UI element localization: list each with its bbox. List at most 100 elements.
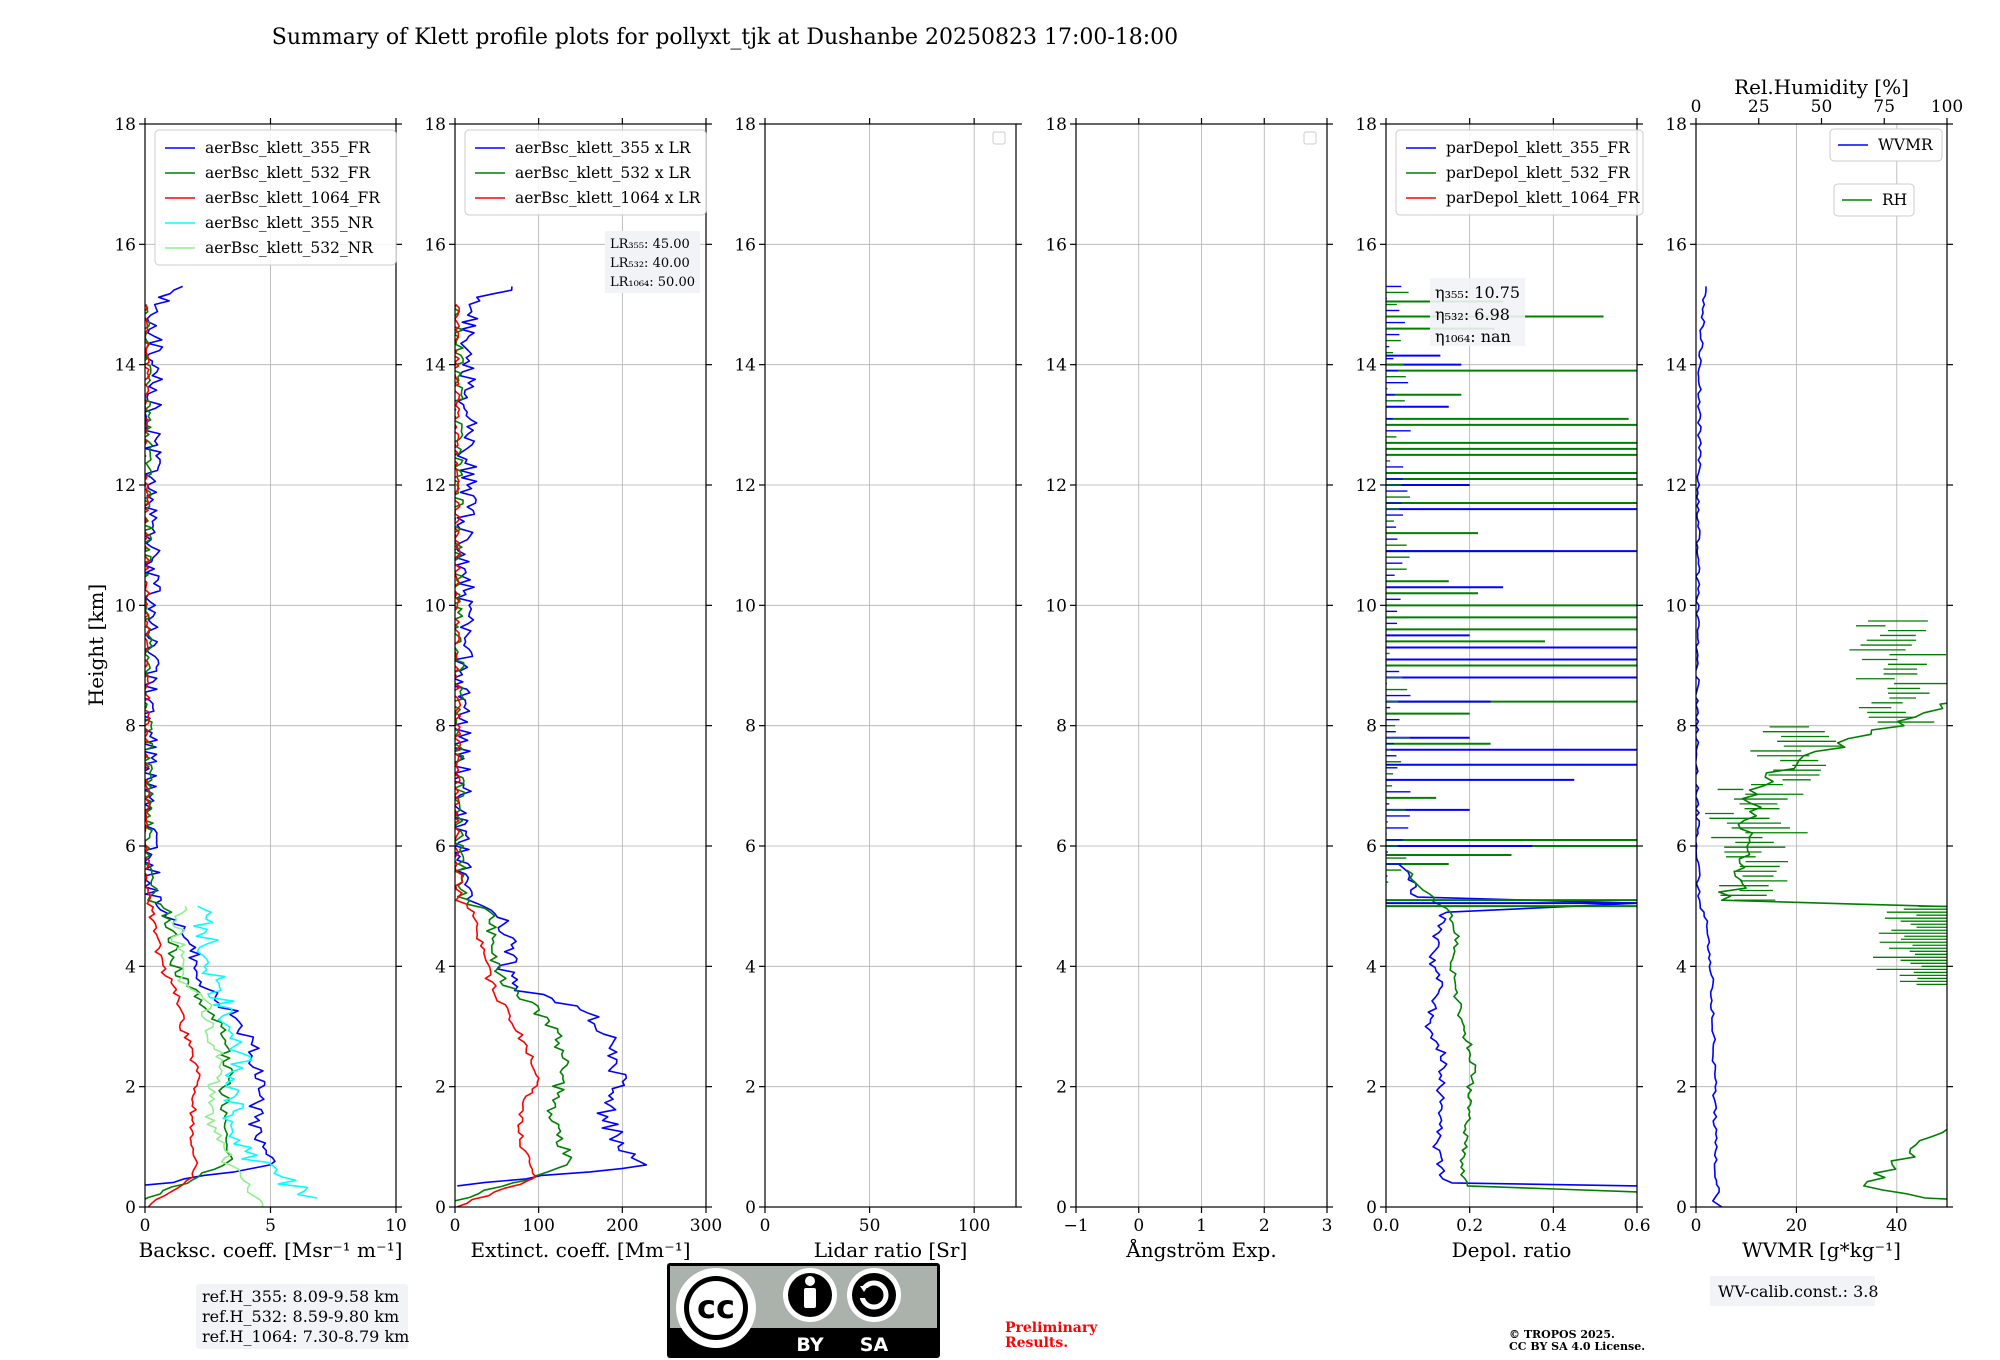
- preliminary-line-1: Preliminary: [1005, 1320, 1098, 1336]
- legend-box: [154, 129, 397, 266]
- x-tick-label: 0: [140, 1216, 151, 1236]
- y-tick-label: 2: [1056, 1078, 1067, 1098]
- x-tick-label: 100: [522, 1216, 554, 1236]
- y-tick-label: 2: [1676, 1078, 1687, 1098]
- y-tick-label: 4: [1676, 957, 1687, 977]
- legend-entry: parDepol_klett_355_FR: [1446, 139, 1631, 157]
- x-tick-label: 5: [265, 1216, 276, 1236]
- x-tick-label: −1: [1063, 1216, 1088, 1236]
- x-axis-label: WVMR [g*kg⁻¹]: [1742, 1238, 1901, 1262]
- x-tick-label: 0: [1133, 1216, 1144, 1236]
- cc-by-sa-badge: cc BY SA: [667, 1263, 940, 1358]
- lr-annotation-box: [605, 231, 700, 293]
- x-tick-label: 50: [859, 1216, 881, 1236]
- series-line-aerBsc_klett_1064 x LR: [455, 303, 540, 1207]
- x-tick-label: 0.0: [1372, 1216, 1399, 1236]
- y-tick-label: 12: [1665, 476, 1687, 496]
- x-tick-label: 3: [1322, 1216, 1333, 1236]
- y-tick-label: 6: [745, 837, 756, 857]
- y-tick-label: 12: [1045, 476, 1067, 496]
- wv-calib-const: WV-calib.const.: 3.8: [1718, 1282, 1879, 1301]
- y-tick-label: 12: [1355, 476, 1377, 496]
- series-line-aerBsc_klett_355_NR: [192, 905, 318, 1199]
- top-tick-label: 25: [1748, 97, 1770, 117]
- copyright-line-2: CC BY SA 4.0 License.: [1509, 1340, 1645, 1353]
- by-label: BY: [796, 1334, 823, 1356]
- series-line-WVMR: [1696, 286, 1723, 1207]
- legend-box: [464, 129, 707, 216]
- y-tick-label: 10: [424, 596, 446, 616]
- x-axis-label: Depol. ratio: [1452, 1238, 1572, 1262]
- y-tick-label: 14: [424, 356, 446, 376]
- y-tick-label: 6: [1676, 837, 1687, 857]
- series-group: [1696, 286, 1947, 1207]
- x-tick-label: 40: [1886, 1216, 1908, 1236]
- x-tick-label: 1: [1196, 1216, 1207, 1236]
- y-tick-label: 8: [1056, 717, 1067, 737]
- series-group: [455, 286, 648, 1207]
- legend-entry: aerBsc_klett_355_FR: [205, 139, 371, 157]
- legend-box: [1833, 183, 1915, 217]
- y-tick-label: 10: [1665, 596, 1687, 616]
- empty-legend-box: [992, 131, 1006, 145]
- y-tick-label: 8: [1366, 717, 1377, 737]
- y-tick-label: 0: [125, 1198, 136, 1218]
- x-axis-label: Backsc. coeff. [Msr⁻¹ m⁻¹]: [139, 1238, 403, 1262]
- y-tick-label: 18: [734, 115, 756, 135]
- top-tick-label: 75: [1873, 97, 1895, 117]
- series-line-aerBsc_klett_355_FR: [145, 285, 276, 1186]
- y-tick-label: 4: [745, 957, 756, 977]
- y-tick-label: 16: [1045, 235, 1067, 255]
- x-tick-label: 100: [958, 1216, 990, 1236]
- y-tick-label: 10: [734, 596, 756, 616]
- y-tick-label: 8: [125, 717, 136, 737]
- lr-annotation: LR₁₀₆₄: 50.00: [610, 275, 695, 290]
- legend-entry: aerBsc_klett_355 x LR: [515, 139, 692, 157]
- legend-entry: aerBsc_klett_1064 x LR: [515, 189, 702, 207]
- axes-frame: [764, 123, 1017, 1208]
- x-tick-label: 10: [385, 1216, 407, 1236]
- y-tick-label: 6: [435, 837, 446, 857]
- legend-box: [1829, 128, 1943, 162]
- y-tick-label: 8: [1676, 717, 1687, 737]
- x-tick-label: 2: [1259, 1216, 1270, 1236]
- y-tick-label: 14: [114, 356, 136, 376]
- x-tick-label: 200: [606, 1216, 638, 1236]
- series-line-aerBsc_klett_355 x LR: [455, 286, 648, 1187]
- y-tick-label: 4: [1366, 957, 1377, 977]
- y-tick-label: 2: [125, 1078, 136, 1098]
- y-tick-label: 4: [435, 957, 446, 977]
- eta-annotation-box: [1430, 278, 1525, 346]
- y-tick-label: 16: [1665, 235, 1687, 255]
- legend-entry: WVMR: [1878, 136, 1934, 154]
- top-tick-label: 50: [1811, 97, 1833, 117]
- x-tick-label: 0.4: [1540, 1216, 1567, 1236]
- cc-text: cc: [697, 1288, 735, 1326]
- legend-entry: aerBsc_klett_1064_FR: [205, 189, 381, 207]
- legend-box: [1395, 129, 1644, 216]
- series-line-aerBsc_klett_1064_FR: [145, 304, 201, 1207]
- y-tick-label: 8: [435, 717, 446, 737]
- legend-entry: parDepol_klett_532_FR: [1446, 164, 1631, 182]
- series-line-RH: [1718, 702, 1947, 1200]
- copyright-line-1: © TROPOS 2025.: [1509, 1328, 1615, 1341]
- y-tick-label: 14: [734, 356, 756, 376]
- wv-calib-box: [1710, 1276, 1875, 1306]
- top-tick-label: 0: [1691, 97, 1702, 117]
- series-line-parDepol_klett_355_FR: [1397, 863, 1637, 1187]
- empty-legend-box: [1303, 131, 1317, 145]
- series-line-parDepol_klett_532_FR: [1406, 869, 1637, 1193]
- x-axis-label: Extinct. coeff. [Mm⁻¹]: [470, 1238, 690, 1262]
- refh-355: ref.H_355: 8.09-9.58 km: [202, 1287, 399, 1306]
- x-tick-label: 0: [760, 1216, 771, 1236]
- y-tick-label: 6: [1056, 837, 1067, 857]
- sa-label: SA: [860, 1334, 889, 1356]
- x-tick-label: 20: [1786, 1216, 1808, 1236]
- y-tick-label: 12: [734, 476, 756, 496]
- refh-1064: ref.H_1064: 7.30-8.79 km: [202, 1327, 409, 1346]
